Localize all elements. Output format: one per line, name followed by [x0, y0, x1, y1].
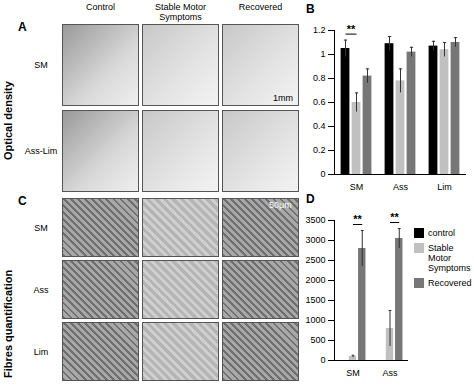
svg-text:**: ** [347, 23, 356, 35]
html-text:Stable Motor Symptoms: Stable Motor Symptoms [155, 2, 206, 22]
html-text:Recovered: Recovered [238, 2, 283, 12]
svg-text:SM: SM [346, 368, 360, 378]
svg-text:1500: 1500 [305, 295, 325, 305]
svg-text:0.8: 0.8 [313, 73, 326, 83]
svg-text:Ass: Ass [382, 368, 398, 378]
html-text:Optical density: Optical density [2, 81, 14, 160]
html-text:Ass-Lim: Ass-Lim [24, 146, 58, 156]
html-text:B: B [306, 2, 315, 16]
svg-text:0.6: 0.6 [313, 97, 326, 107]
svg-text:Ass: Ass [393, 182, 409, 192]
svg-text:0.4: 0.4 [313, 121, 326, 131]
svg-text:2500: 2500 [305, 255, 325, 265]
html-text:Lim: Lim [33, 346, 49, 357]
svg-text:**: ** [353, 213, 362, 225]
svg-text:SM: SM [350, 182, 364, 192]
html-text:Ass: Ass [33, 284, 49, 295]
html-text:D: D [306, 192, 315, 206]
html-text:Recovered: Recovered [428, 278, 472, 288]
svg-text:2000: 2000 [305, 275, 325, 285]
svg-text:1000: 1000 [305, 315, 325, 325]
html-text:control: control [428, 228, 455, 238]
html-text:A: A [18, 20, 27, 34]
svg-text:0: 0 [320, 169, 325, 179]
svg-text:3000: 3000 [305, 235, 325, 245]
html-text:50μm: 50μm [269, 200, 292, 210]
svg-text:1.2: 1.2 [313, 25, 326, 35]
svg-text:1: 1 [320, 49, 325, 59]
svg-text:3500: 3500 [305, 215, 325, 225]
html-text:1mm: 1mm [273, 93, 293, 103]
html-text:C: C [18, 194, 27, 208]
svg-text:500: 500 [310, 335, 325, 345]
svg-text:Lim: Lim [437, 182, 452, 192]
svg-text:0.2: 0.2 [313, 145, 326, 155]
svg-text:0: 0 [320, 355, 325, 365]
svg-text:**: ** [390, 211, 399, 223]
html-text:Control: Control [86, 2, 115, 12]
html-text:SM: SM [34, 60, 48, 70]
html-text:SM: SM [34, 222, 48, 233]
html-text:Fibres quantification: Fibres quantification [2, 269, 14, 378]
html-text:Stable Motor Symptoms: Stable Motor Symptoms [428, 243, 471, 273]
